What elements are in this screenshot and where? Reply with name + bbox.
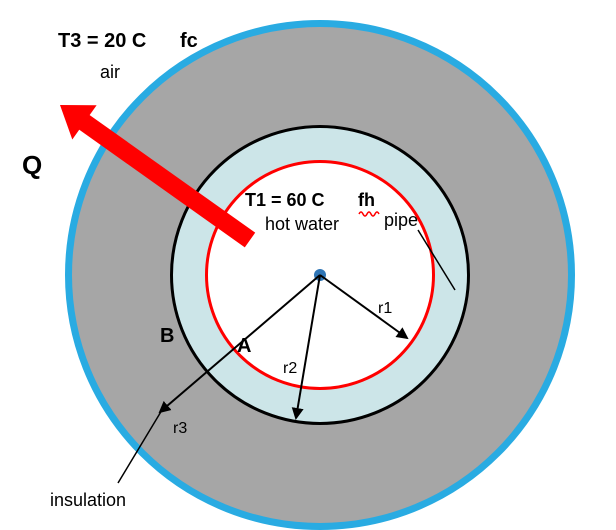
pipe-cross-section-diagram: T3 = 20 C fc air Q T1 = 60 C fh hot wate… [0,0,616,526]
arrows-layer [0,0,616,526]
label-pipe: pipe [384,210,418,231]
label-t3: T3 = 20 C [58,30,146,53]
label-b: B [160,325,174,348]
label-r1: r1 [378,300,392,318]
label-q: Q [22,150,42,181]
label-t1: T1 = 60 C [245,190,325,211]
label-r3: r3 [173,420,187,438]
label-air: air [100,62,120,83]
label-r2: r2 [283,360,297,378]
label-hot-water: hot water [265,214,339,235]
label-fc: fc [180,30,198,53]
label-insulation: insulation [50,490,126,511]
squiggle-fh [358,210,384,218]
label-fh: fh [358,190,375,211]
label-a: A [237,335,251,358]
